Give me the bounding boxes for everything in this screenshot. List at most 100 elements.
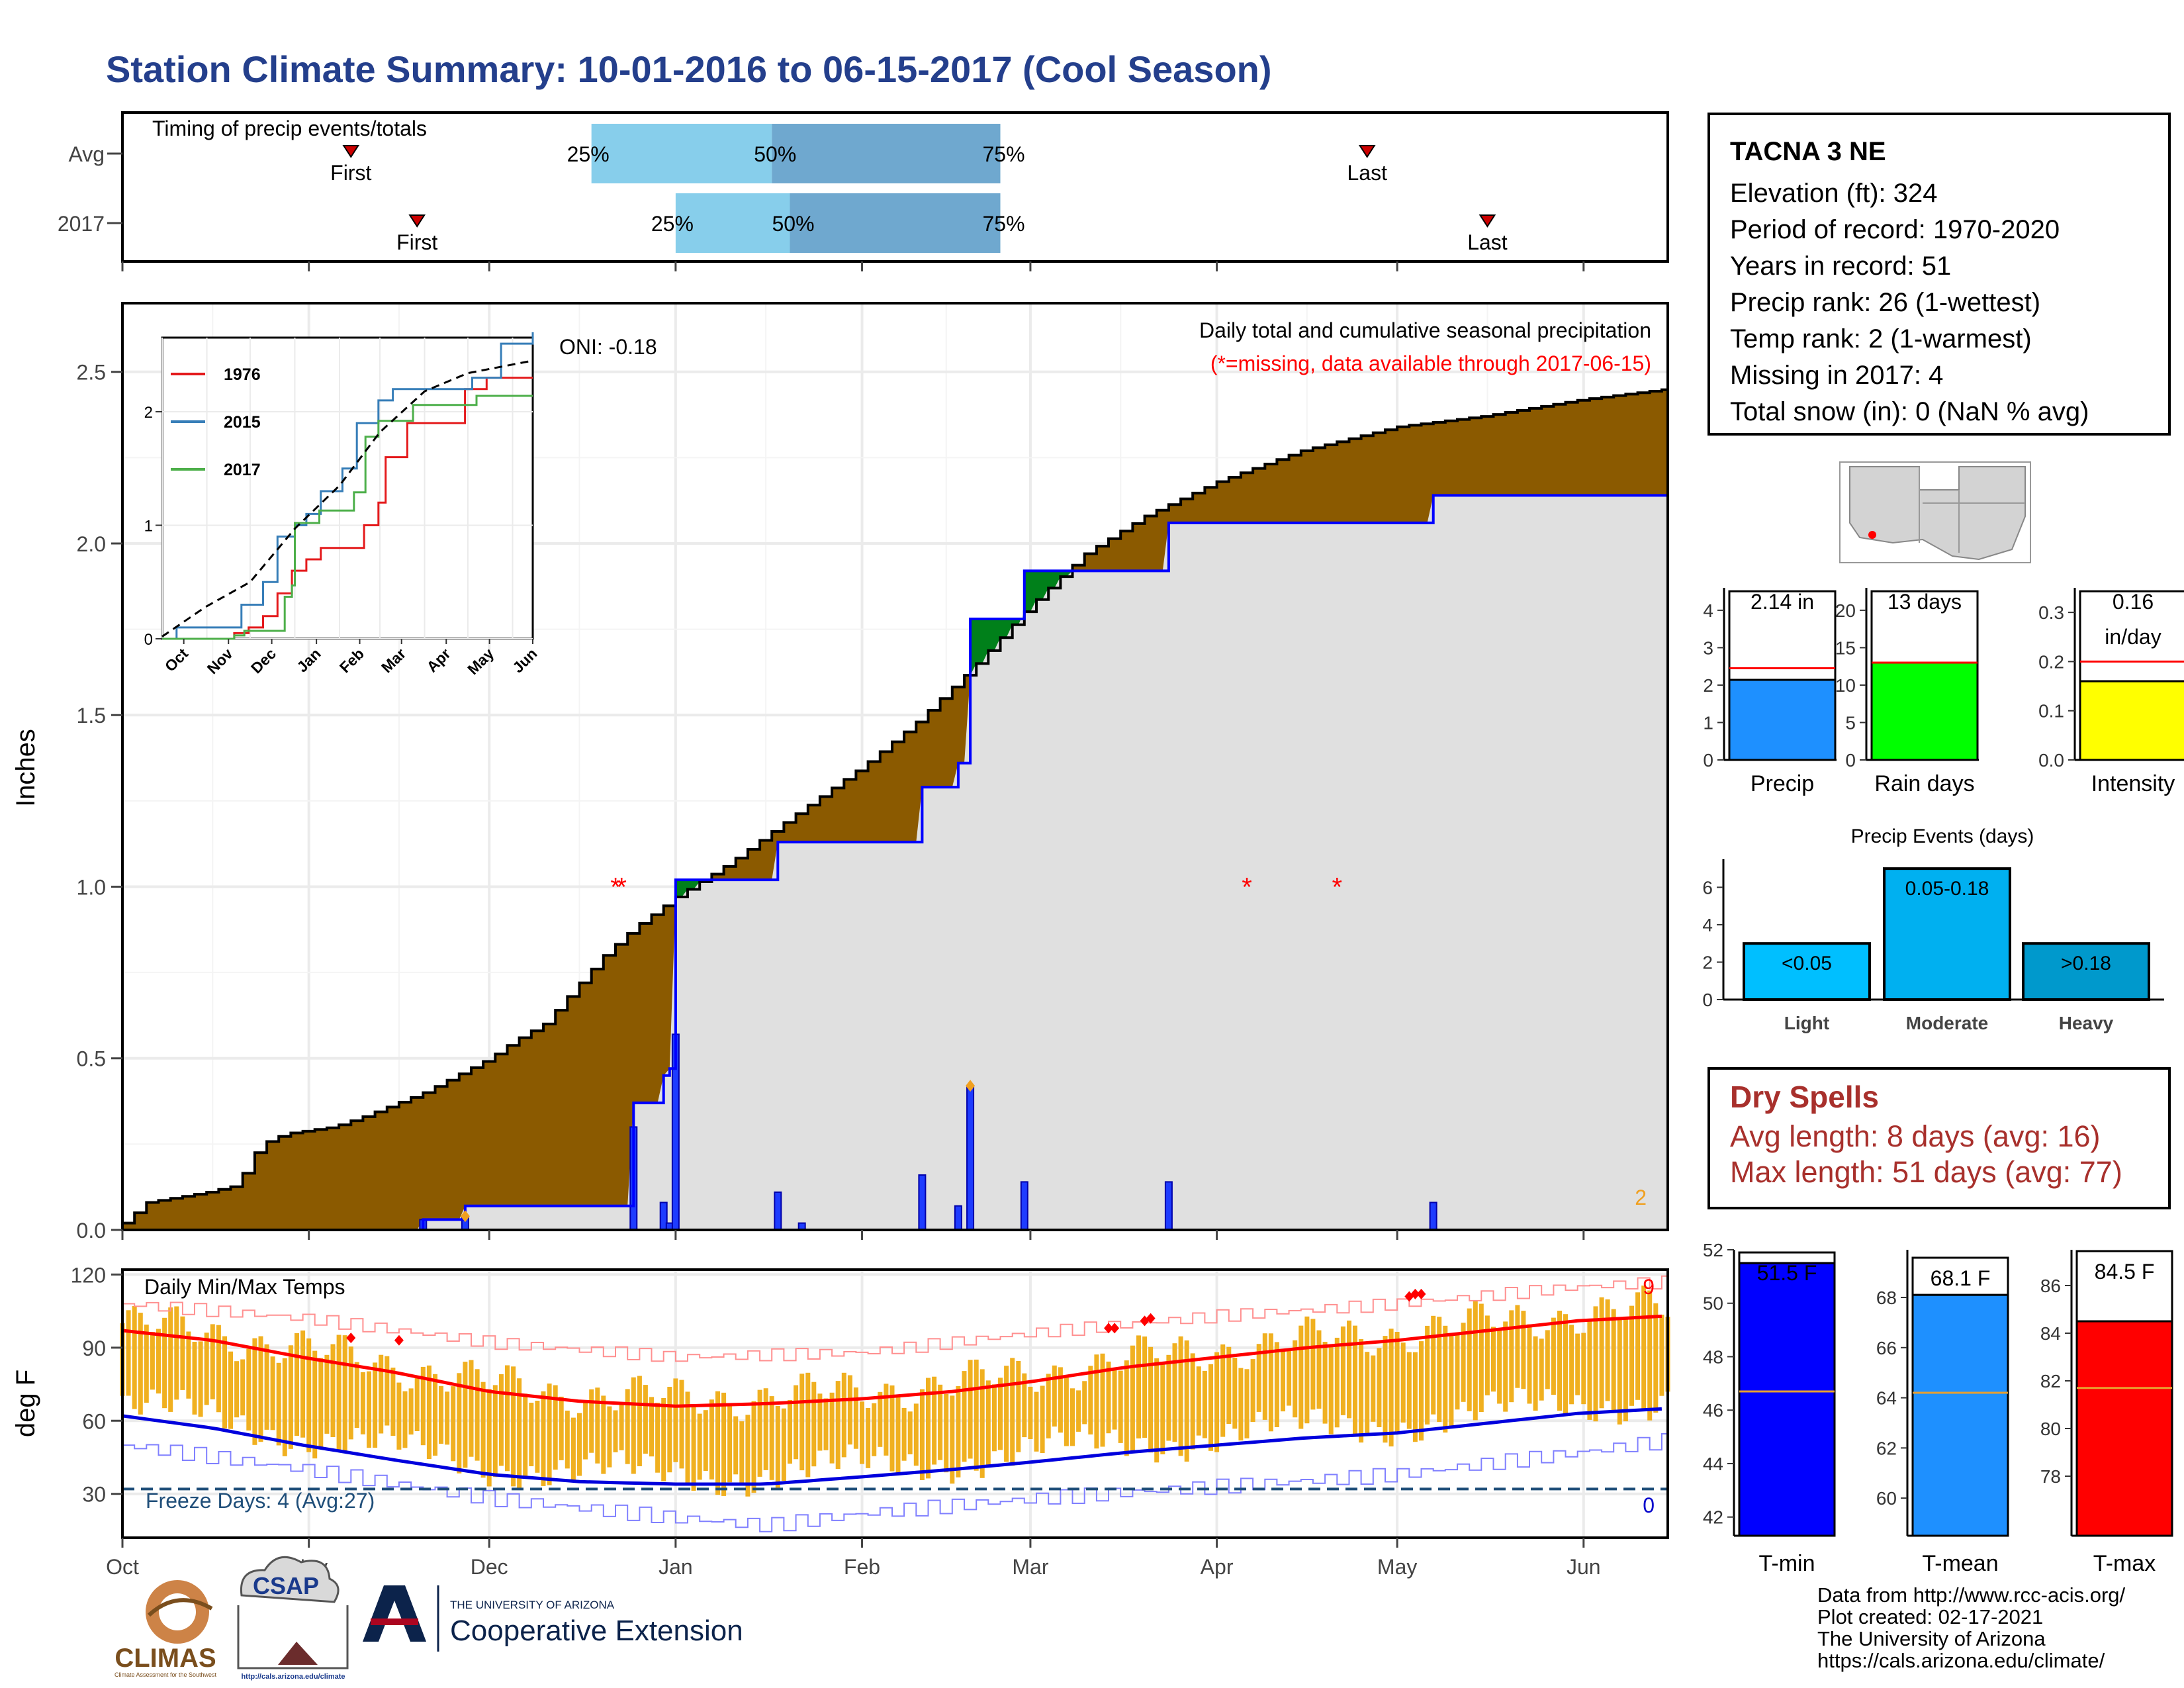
daily-temp-bar [1250, 1359, 1255, 1422]
inset-series-avg [161, 359, 533, 637]
inset-legend-label: 1976 [224, 365, 261, 384]
daily-temp-bar [823, 1398, 829, 1450]
daily-temp-bar [1184, 1340, 1189, 1462]
daily-temp-bar [1484, 1315, 1490, 1395]
daily-temp-bar [1220, 1344, 1226, 1437]
timing-p50-label: 50% [754, 142, 796, 166]
daily-temp-bar [1310, 1319, 1316, 1410]
temps-y-label: deg F [11, 1370, 40, 1437]
temps-frame [121, 1268, 1669, 1539]
daily-temp-bar [246, 1348, 251, 1430]
daily-temp-bar [637, 1376, 642, 1466]
daily-temp-bar [1130, 1345, 1135, 1452]
daily-temp-bar [1287, 1350, 1292, 1406]
daily-temp-bar [162, 1317, 167, 1409]
daily-temp-bar [480, 1382, 486, 1478]
daily-temp-bar [703, 1410, 708, 1472]
events-y-tick-label: 6 [1702, 877, 1713, 898]
map-states [1849, 466, 2026, 561]
daily-temp-bar [655, 1403, 660, 1473]
daily-temp-bar [673, 1378, 678, 1462]
daily-temp-bar [619, 1403, 624, 1450]
oni-label: ONI: -0.18 [559, 335, 657, 359]
timing-last-marker [1479, 214, 1496, 228]
missing-day-marker: * [1242, 872, 1252, 902]
temp-summary-category: T-max [2093, 1551, 2156, 1576]
daily-temp-bar [631, 1377, 636, 1474]
record-high-marker [1410, 1288, 1420, 1299]
temp-summary-bar-value [1738, 1262, 1836, 1537]
events-bar-label: >0.18 [2061, 953, 2111, 974]
temp-summary-y-tick-label: 66 [1876, 1338, 1897, 1358]
daily-temp-bar [661, 1398, 666, 1481]
daily-temp-bar [932, 1376, 937, 1465]
daily-temp-bar [1106, 1361, 1111, 1434]
daily-temp-bar [1569, 1325, 1574, 1405]
events-bar-label: <0.05 [1782, 953, 1832, 974]
daily-temp-bar [919, 1389, 925, 1480]
daily-temp-bar [1425, 1325, 1430, 1425]
daily-temp-bar [1449, 1334, 1454, 1427]
precip-y-tick-label: 1.0 [77, 875, 106, 899]
daily-temp-bar [1473, 1300, 1478, 1421]
summary-bar-value [2079, 680, 2184, 761]
dry-spells-box: Dry Spells Avg length: 8 days (avg: 16) … [1707, 1067, 2171, 1209]
daily-temp-bar [895, 1396, 901, 1474]
daily-temp-bar [841, 1372, 846, 1458]
daily-temp-bar [1557, 1311, 1562, 1411]
daily-temp-bar [613, 1410, 618, 1452]
temp-summary-bar-label: 68.1 F [1931, 1266, 1991, 1290]
daily-temp-bar [1599, 1297, 1604, 1409]
temps-x-tick-label: May [1377, 1555, 1417, 1579]
daily-temp-bar [264, 1344, 269, 1430]
precip-missing-marks: ** * * [460, 872, 1342, 1223]
events-y-tick-label: 2 [1702, 952, 1713, 972]
daily-temp-bar [1617, 1317, 1622, 1425]
daily-temp-bar [715, 1391, 720, 1495]
daily-temp-bar [258, 1336, 263, 1442]
daily-temp-bar [1491, 1327, 1496, 1392]
climas-logo-subtext: Climate Assessment for the Southwest [114, 1671, 217, 1678]
daily-temp-bar [794, 1385, 799, 1460]
station-info-box: TACNA 3 NE Elevation (ft): 324 Period of… [1707, 113, 2171, 436]
daily-temp-bar [962, 1371, 967, 1462]
daily-temp-bar [156, 1329, 161, 1394]
daily-temp-bar [998, 1378, 1003, 1450]
timing-p50-label: 50% [772, 212, 814, 236]
daily-temp-bar [1377, 1348, 1382, 1427]
daily-temp-bar [414, 1377, 420, 1431]
daily-temp-bar [1046, 1374, 1051, 1438]
daily-temp-bar [733, 1416, 739, 1475]
daily-temp-bar [1388, 1329, 1394, 1447]
inset-legend-label: 2015 [224, 413, 261, 432]
ua-logo-big-text: Cooperative Extension [450, 1615, 743, 1647]
precip-daily-bar [966, 1085, 975, 1231]
daily-temp-bar [679, 1380, 684, 1469]
daily-temp-bar [1371, 1355, 1376, 1422]
daily-temp-bar [979, 1369, 985, 1478]
precip-y-axis: 0.0 0.5 1.0 1.5 2.0 2.5 [77, 361, 1585, 1243]
summary-bar-label: 0.16 [2113, 590, 2154, 614]
dry-spells-title: Dry Spells [1730, 1080, 1879, 1114]
daily-temp-bar [907, 1411, 913, 1454]
timing-last-marker [1358, 145, 1376, 158]
avg-min-line [122, 1407, 1662, 1486]
daily-temp-bar [1406, 1352, 1412, 1429]
daily-temp-bar [1539, 1338, 1544, 1401]
daily-temp-bar [1563, 1314, 1568, 1416]
avg-max-line [122, 1314, 1662, 1408]
temp-summary-bar-value [2075, 1320, 2173, 1537]
daily-temp-bar [1629, 1305, 1634, 1406]
daily-temp-bar [426, 1365, 432, 1459]
record-high-marker [1146, 1313, 1156, 1324]
daily-temp-bar [439, 1385, 443, 1444]
timing-panel: Timing of precip events/totals Avg 25% 50%… [58, 111, 1669, 271]
daily-temp-bar [1040, 1385, 1045, 1453]
daily-temp-bar [1587, 1321, 1592, 1420]
daily-temp-bar [1112, 1370, 1117, 1430]
daily-temp-bar [757, 1389, 762, 1477]
summary-y-tick-label: 0.0 [2038, 750, 2064, 771]
daily-temp-bar [1226, 1346, 1232, 1425]
